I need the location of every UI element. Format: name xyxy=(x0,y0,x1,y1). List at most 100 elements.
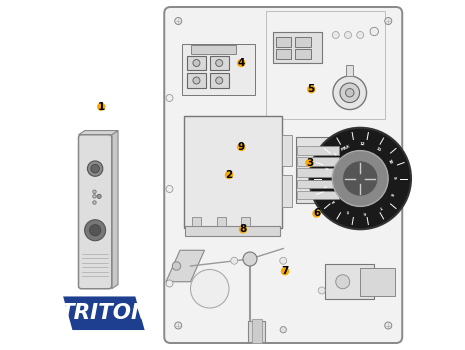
Circle shape xyxy=(166,94,173,101)
Circle shape xyxy=(280,257,287,264)
Text: 5: 5 xyxy=(308,84,315,94)
Text: 2: 2 xyxy=(226,170,232,180)
Circle shape xyxy=(175,322,182,329)
Circle shape xyxy=(166,280,173,287)
Bar xyxy=(241,217,250,226)
Circle shape xyxy=(357,32,364,38)
Circle shape xyxy=(243,252,257,266)
Bar xyxy=(297,168,339,177)
Circle shape xyxy=(193,60,200,66)
Circle shape xyxy=(310,128,411,229)
Circle shape xyxy=(318,287,325,294)
Bar xyxy=(297,180,339,188)
Circle shape xyxy=(216,60,223,66)
Circle shape xyxy=(280,327,286,333)
Text: 11: 11 xyxy=(375,146,381,153)
Text: 6: 6 xyxy=(363,210,366,215)
Bar xyxy=(187,74,206,88)
Text: 4: 4 xyxy=(238,58,245,68)
Text: 1: 1 xyxy=(98,102,105,112)
Circle shape xyxy=(216,77,223,84)
Circle shape xyxy=(237,59,246,67)
Text: 8: 8 xyxy=(388,192,393,196)
Circle shape xyxy=(175,18,182,24)
Text: 10: 10 xyxy=(386,158,393,165)
Bar xyxy=(325,264,374,299)
Bar xyxy=(252,318,261,343)
Polygon shape xyxy=(65,298,143,329)
Text: 3: 3 xyxy=(325,184,329,187)
Bar xyxy=(182,44,255,94)
Bar xyxy=(297,157,339,166)
Bar xyxy=(346,65,353,76)
FancyBboxPatch shape xyxy=(164,7,402,343)
Circle shape xyxy=(340,83,359,103)
Circle shape xyxy=(333,76,366,110)
Circle shape xyxy=(345,32,352,38)
Circle shape xyxy=(385,322,392,329)
Polygon shape xyxy=(79,131,118,135)
Bar xyxy=(210,56,229,70)
Circle shape xyxy=(173,262,181,270)
Circle shape xyxy=(237,143,246,151)
Bar xyxy=(295,37,311,47)
Circle shape xyxy=(90,225,101,236)
Text: 2: 2 xyxy=(326,167,330,171)
Text: 5: 5 xyxy=(346,208,350,212)
Text: 7: 7 xyxy=(281,266,289,276)
Circle shape xyxy=(85,220,106,241)
Circle shape xyxy=(385,18,392,24)
Bar xyxy=(184,116,281,228)
Circle shape xyxy=(336,275,350,289)
Circle shape xyxy=(93,190,96,194)
Circle shape xyxy=(343,161,378,196)
Bar xyxy=(266,10,385,119)
Text: 1: 1 xyxy=(334,152,339,157)
Circle shape xyxy=(307,85,315,93)
Text: TRITON: TRITON xyxy=(60,303,151,323)
Bar xyxy=(210,74,229,88)
Bar xyxy=(281,175,292,206)
Bar xyxy=(281,135,292,166)
Circle shape xyxy=(91,164,100,173)
Circle shape xyxy=(312,209,321,218)
Text: 6: 6 xyxy=(313,209,320,218)
Text: 3: 3 xyxy=(306,158,313,168)
Bar xyxy=(295,136,341,203)
Bar xyxy=(217,217,226,226)
Circle shape xyxy=(87,161,103,176)
Text: MAX: MAX xyxy=(340,144,351,152)
Polygon shape xyxy=(112,131,118,289)
Text: 4: 4 xyxy=(332,198,337,203)
Bar xyxy=(192,217,201,226)
Circle shape xyxy=(166,186,173,192)
Bar xyxy=(295,49,311,59)
Bar xyxy=(276,37,291,47)
Circle shape xyxy=(239,225,247,233)
Circle shape xyxy=(345,89,354,97)
Circle shape xyxy=(193,77,200,84)
Text: 8: 8 xyxy=(239,224,246,234)
Circle shape xyxy=(343,164,353,175)
Bar xyxy=(187,56,206,70)
FancyBboxPatch shape xyxy=(79,135,112,289)
Bar xyxy=(297,191,339,199)
Text: 7: 7 xyxy=(378,204,382,209)
Polygon shape xyxy=(166,250,205,282)
Circle shape xyxy=(231,257,238,264)
Circle shape xyxy=(97,103,106,111)
Bar xyxy=(273,32,322,63)
Bar xyxy=(191,46,236,54)
Circle shape xyxy=(191,270,229,308)
Circle shape xyxy=(281,267,289,275)
Bar xyxy=(297,146,339,155)
Circle shape xyxy=(306,159,314,167)
Circle shape xyxy=(370,27,379,36)
Text: 9: 9 xyxy=(238,142,245,152)
Bar xyxy=(185,226,280,236)
Circle shape xyxy=(332,32,339,38)
Bar xyxy=(248,321,265,342)
Circle shape xyxy=(97,194,101,198)
Circle shape xyxy=(225,171,233,179)
Bar xyxy=(276,49,291,59)
